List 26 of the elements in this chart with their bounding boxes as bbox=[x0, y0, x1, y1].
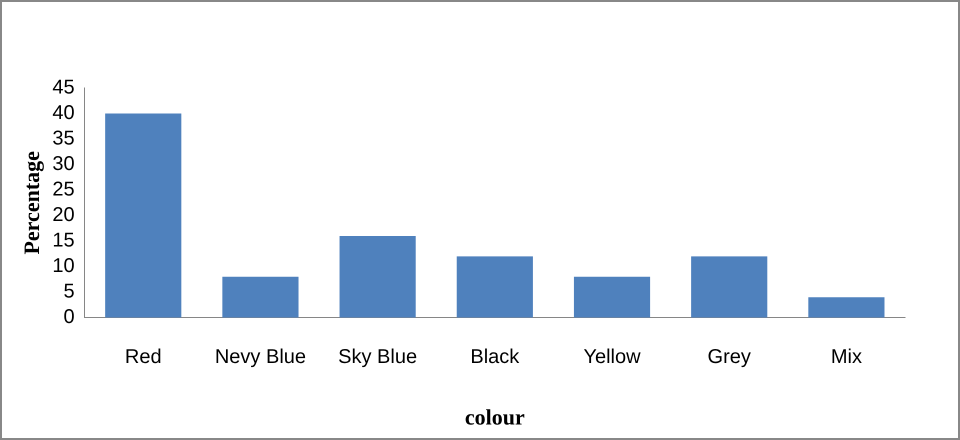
y-tick-label: 20 bbox=[52, 204, 75, 226]
x-tick-label: Sky Blue bbox=[338, 346, 418, 368]
y-tick-label: 45 bbox=[52, 76, 75, 99]
x-tick-label: Mix bbox=[830, 346, 862, 368]
y-tick-label: 35 bbox=[52, 128, 75, 150]
bar bbox=[105, 114, 182, 318]
y-tick-label: 15 bbox=[52, 230, 75, 252]
bar bbox=[222, 276, 299, 318]
bar bbox=[456, 256, 533, 318]
x-tick-label: Black bbox=[470, 346, 520, 368]
x-axis-title: colour bbox=[464, 404, 525, 430]
x-tick-label: Grey bbox=[708, 346, 751, 368]
y-tick-label: 40 bbox=[52, 102, 75, 124]
bar bbox=[574, 276, 650, 318]
bar bbox=[691, 256, 768, 318]
bar bbox=[808, 297, 884, 318]
y-tick-label: 5 bbox=[64, 280, 75, 303]
x-tick-label: Red bbox=[124, 346, 162, 368]
y-tick-label: 0 bbox=[64, 306, 75, 328]
y-tick-label: 30 bbox=[52, 153, 75, 176]
y-tick-label: 25 bbox=[52, 178, 75, 201]
y-tick-label: 10 bbox=[52, 255, 75, 278]
bar bbox=[340, 236, 416, 318]
x-tick-label: Nevy Blue bbox=[214, 346, 306, 368]
x-tick-label: Yellow bbox=[583, 346, 642, 368]
y-axis-title: Percentage bbox=[18, 150, 44, 255]
